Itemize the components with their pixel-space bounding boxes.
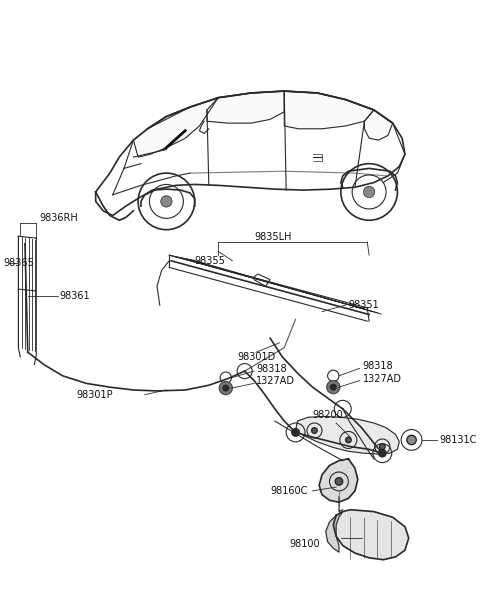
Circle shape — [292, 429, 300, 436]
Circle shape — [327, 381, 340, 394]
Circle shape — [161, 196, 172, 207]
Circle shape — [330, 384, 336, 390]
Circle shape — [219, 381, 232, 395]
Text: 1327AD: 1327AD — [362, 374, 402, 384]
Circle shape — [346, 437, 351, 443]
Polygon shape — [296, 416, 399, 454]
Text: 1327AD: 1327AD — [256, 376, 295, 386]
Text: 98131C: 98131C — [440, 435, 477, 445]
Polygon shape — [207, 91, 284, 123]
Circle shape — [379, 449, 386, 457]
Circle shape — [407, 435, 416, 445]
Polygon shape — [133, 98, 218, 157]
Text: 98301P: 98301P — [77, 390, 113, 400]
Polygon shape — [364, 110, 393, 140]
Polygon shape — [319, 459, 358, 502]
Text: 98318: 98318 — [362, 362, 393, 371]
Text: 98365: 98365 — [3, 258, 34, 268]
Text: 98301D: 98301D — [237, 352, 276, 362]
Text: 98355: 98355 — [195, 256, 226, 266]
Text: 98318: 98318 — [256, 364, 287, 374]
Circle shape — [363, 186, 375, 198]
Text: 9836RH: 9836RH — [39, 214, 78, 223]
Circle shape — [380, 444, 385, 449]
Circle shape — [223, 385, 228, 391]
Text: 98200: 98200 — [312, 410, 343, 421]
Polygon shape — [326, 511, 343, 552]
Circle shape — [335, 478, 343, 485]
Text: 98351: 98351 — [348, 300, 379, 310]
Text: 98361: 98361 — [60, 290, 90, 301]
Text: 9835LH: 9835LH — [254, 232, 291, 243]
Polygon shape — [284, 91, 374, 129]
Circle shape — [312, 428, 317, 433]
Polygon shape — [333, 510, 409, 560]
Text: 98160C: 98160C — [270, 486, 308, 496]
Text: 98100: 98100 — [289, 538, 320, 549]
